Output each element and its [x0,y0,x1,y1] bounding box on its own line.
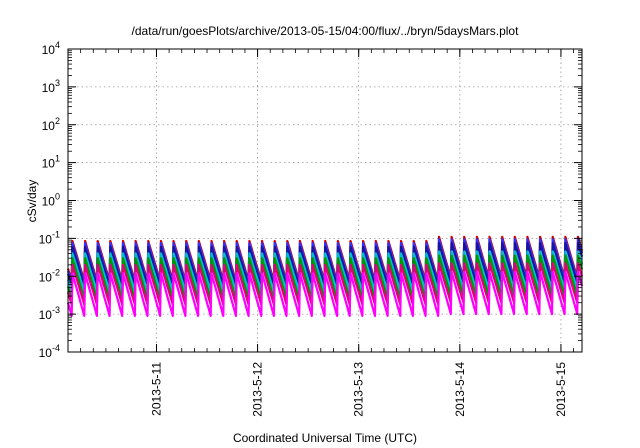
y-tick-label-exponent: -4 [52,343,60,353]
y-tick-label: 101 [42,154,60,171]
y-tick-label-exponent: -3 [52,305,60,315]
y-tick-label: 10-1 [39,229,60,246]
y-tick-label-exponent: 2 [55,116,60,126]
x-tick-label: 2013-5-11 [149,362,163,416]
y-tick-label: 10-4 [39,343,60,360]
series-line [66,270,584,317]
y-tick-label-exponent: -2 [52,267,60,277]
y-tick-label-exponent: 1 [55,154,60,164]
y-tick-label-exponent: 4 [55,40,60,50]
series-layer [66,235,584,317]
y-tick-label: 102 [42,116,60,133]
y-tick-label: 103 [42,78,60,95]
ticks: 10-410-310-210-11001011021031042013-5-11… [39,40,582,417]
x-tick-label: 2013-5-13 [352,362,366,417]
y-tick-label-exponent: 3 [55,78,60,88]
y-axis-label: cSv/day [25,180,39,223]
chart-title: /data/run/goesPlots/archive/2013-05-15/0… [132,24,520,38]
x-tick-label: 2013-5-15 [554,362,568,417]
y-tick-label: 104 [42,40,60,57]
y-tick-label-exponent: 0 [55,192,60,202]
y-tick-label: 10-2 [39,267,60,284]
x-tick-label: 2013-5-12 [251,362,265,417]
y-tick-label: 100 [42,192,60,209]
y-tick-label: 10-3 [39,305,60,322]
x-tick-label: 2013-5-14 [453,362,467,417]
y-tick-label-exponent: -1 [52,229,60,239]
x-axis-label: Coordinated Universal Time (UTC) [233,431,417,445]
